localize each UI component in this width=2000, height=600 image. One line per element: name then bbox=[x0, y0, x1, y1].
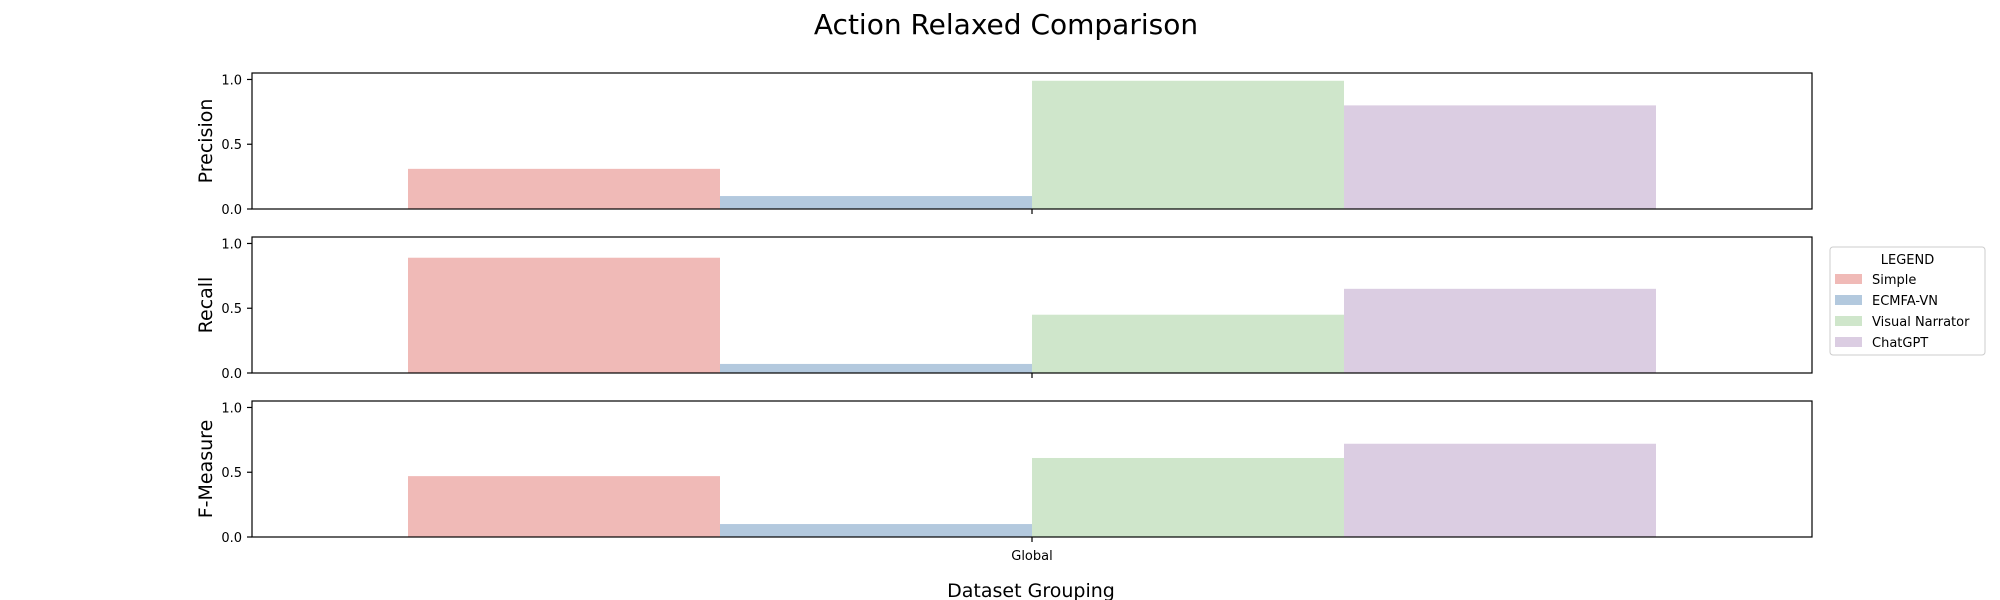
legend-swatch-chatgpt bbox=[1835, 337, 1862, 347]
y-axis-label-precision: Precision bbox=[195, 99, 217, 184]
legend-swatch-simple bbox=[1835, 274, 1862, 284]
y-tick-label: 0.5 bbox=[221, 466, 242, 481]
bar-f-measure-visual-narrator bbox=[1032, 457, 1344, 537]
panel-recall: 0.0 0.5 1.0 Recall bbox=[195, 236, 1813, 382]
axes-frame bbox=[251, 72, 1813, 210]
y-tick-label: 0.5 bbox=[221, 138, 242, 153]
chart-panels: 0.0 0.5 1.0 Precision 0.0 0.5 1.0 Recall Global 0… bbox=[195, 72, 1813, 564]
bar-f-measure-chatgpt bbox=[1344, 443, 1656, 537]
bar-recall-ecmfa-vn bbox=[720, 363, 1032, 373]
y-tick-label: 0.0 bbox=[221, 531, 242, 546]
legend-swatch-visual-narrator bbox=[1835, 316, 1862, 326]
legend-swatch-ecmfa-vn bbox=[1835, 295, 1862, 305]
y-tick-label: 1.0 bbox=[221, 73, 242, 88]
x-tick-label: Global bbox=[1011, 549, 1052, 564]
bar-precision-ecmfa-vn bbox=[720, 196, 1032, 209]
legend-label-ecmfa-vn: ECMFA-VN bbox=[1872, 294, 1938, 309]
y-tick-label: 0.5 bbox=[221, 302, 242, 317]
bar-recall-simple bbox=[408, 257, 720, 373]
y-tick-label: 1.0 bbox=[221, 401, 242, 416]
chart-legend: LEGEND Simple ECMFA-VN Visual Narrator ChatG… bbox=[1829, 246, 1986, 356]
axes-frame bbox=[251, 400, 1813, 538]
bar-precision-visual-narrator bbox=[1032, 80, 1344, 210]
bar-precision-simple bbox=[408, 168, 720, 209]
y-tick-label: 1.0 bbox=[221, 237, 242, 252]
x-axis-label: Dataset Grouping bbox=[947, 580, 1115, 600]
legend-label-visual-narrator: Visual Narrator bbox=[1872, 315, 1970, 330]
axes-frame bbox=[251, 236, 1813, 374]
y-axis-label-recall: Recall bbox=[195, 277, 217, 334]
legend-box bbox=[1829, 246, 1986, 356]
legend-title: LEGEND bbox=[1881, 253, 1934, 268]
bar-precision-chatgpt bbox=[1344, 105, 1656, 209]
panel-precision: 0.0 0.5 1.0 Precision bbox=[195, 72, 1813, 218]
y-axis-label-f-measure: F-Measure bbox=[195, 420, 217, 519]
bar-f-measure-ecmfa-vn bbox=[720, 524, 1032, 537]
y-tick-label: 0.0 bbox=[221, 367, 242, 382]
legend-label-chatgpt: ChatGPT bbox=[1872, 336, 1928, 351]
bar-f-measure-simple bbox=[408, 476, 720, 537]
legend-label-simple: Simple bbox=[1872, 273, 1916, 288]
chart-title: Action Relaxed Comparison bbox=[814, 8, 1198, 41]
panel-f-measure: Global 0.0 0.5 1.0 F-Measure bbox=[195, 400, 1813, 564]
bar-recall-chatgpt bbox=[1344, 288, 1656, 373]
bar-recall-visual-narrator bbox=[1032, 314, 1344, 373]
y-tick-label: 0.0 bbox=[221, 203, 242, 218]
